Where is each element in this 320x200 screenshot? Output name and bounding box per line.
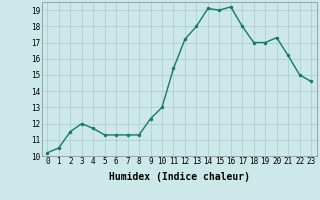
X-axis label: Humidex (Indice chaleur): Humidex (Indice chaleur): [109, 172, 250, 182]
